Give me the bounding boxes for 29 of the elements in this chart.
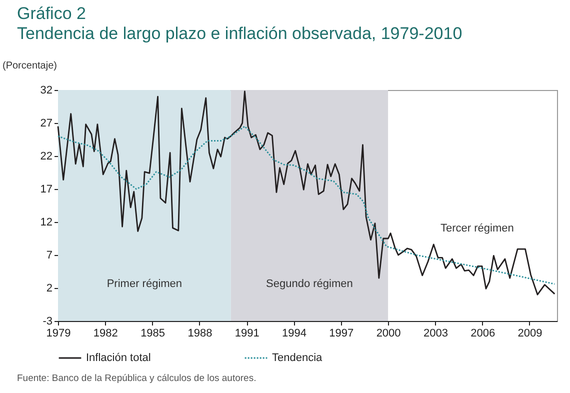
x-tick-label: 1985 [140, 328, 166, 340]
y-tick-label: 32 [40, 84, 52, 96]
y-tick-label: -3 [42, 316, 52, 328]
x-tick-label: 1979 [46, 328, 71, 340]
band-label: Primer régimen [106, 278, 182, 290]
legend-label: Inflación total [86, 352, 151, 364]
y-tick-label: 17 [40, 184, 52, 196]
band-label: Segundo régimen [266, 278, 353, 290]
legend-label: Tendencia [272, 352, 324, 364]
y-tick-label: 22 [40, 150, 52, 162]
x-tick-label: 1994 [282, 328, 306, 340]
x-tick-label: 1982 [93, 328, 118, 340]
chart-subtitle: Tendencia de largo plazo e inflación observada, 1979-2010 [17, 24, 462, 44]
annotation: Tercer régimen [440, 222, 514, 235]
x-tick-label: 2009 [518, 328, 542, 340]
y-tick-label: 2 [46, 282, 52, 294]
x-tick-label: 1988 [188, 328, 212, 340]
y-tick-label: 27 [40, 118, 52, 130]
x-tick-label: 2000 [376, 328, 401, 340]
x-tick-label: 1997 [329, 328, 354, 340]
y-axis-title: (Porcentaje) [2, 60, 57, 72]
y-tick-label: 7 [46, 250, 52, 262]
y-tick-label: 12 [40, 216, 52, 228]
source-note: Fuente: Banco de la República y cálculos de los autores. [17, 373, 256, 384]
chart-title: Gráfico 2 [17, 4, 87, 24]
line-series [57, 90, 556, 296]
x-tick-label: 2006 [470, 328, 496, 340]
x-tick-label: 1991 [234, 328, 260, 340]
x-tick-label: 2003 [423, 328, 448, 340]
